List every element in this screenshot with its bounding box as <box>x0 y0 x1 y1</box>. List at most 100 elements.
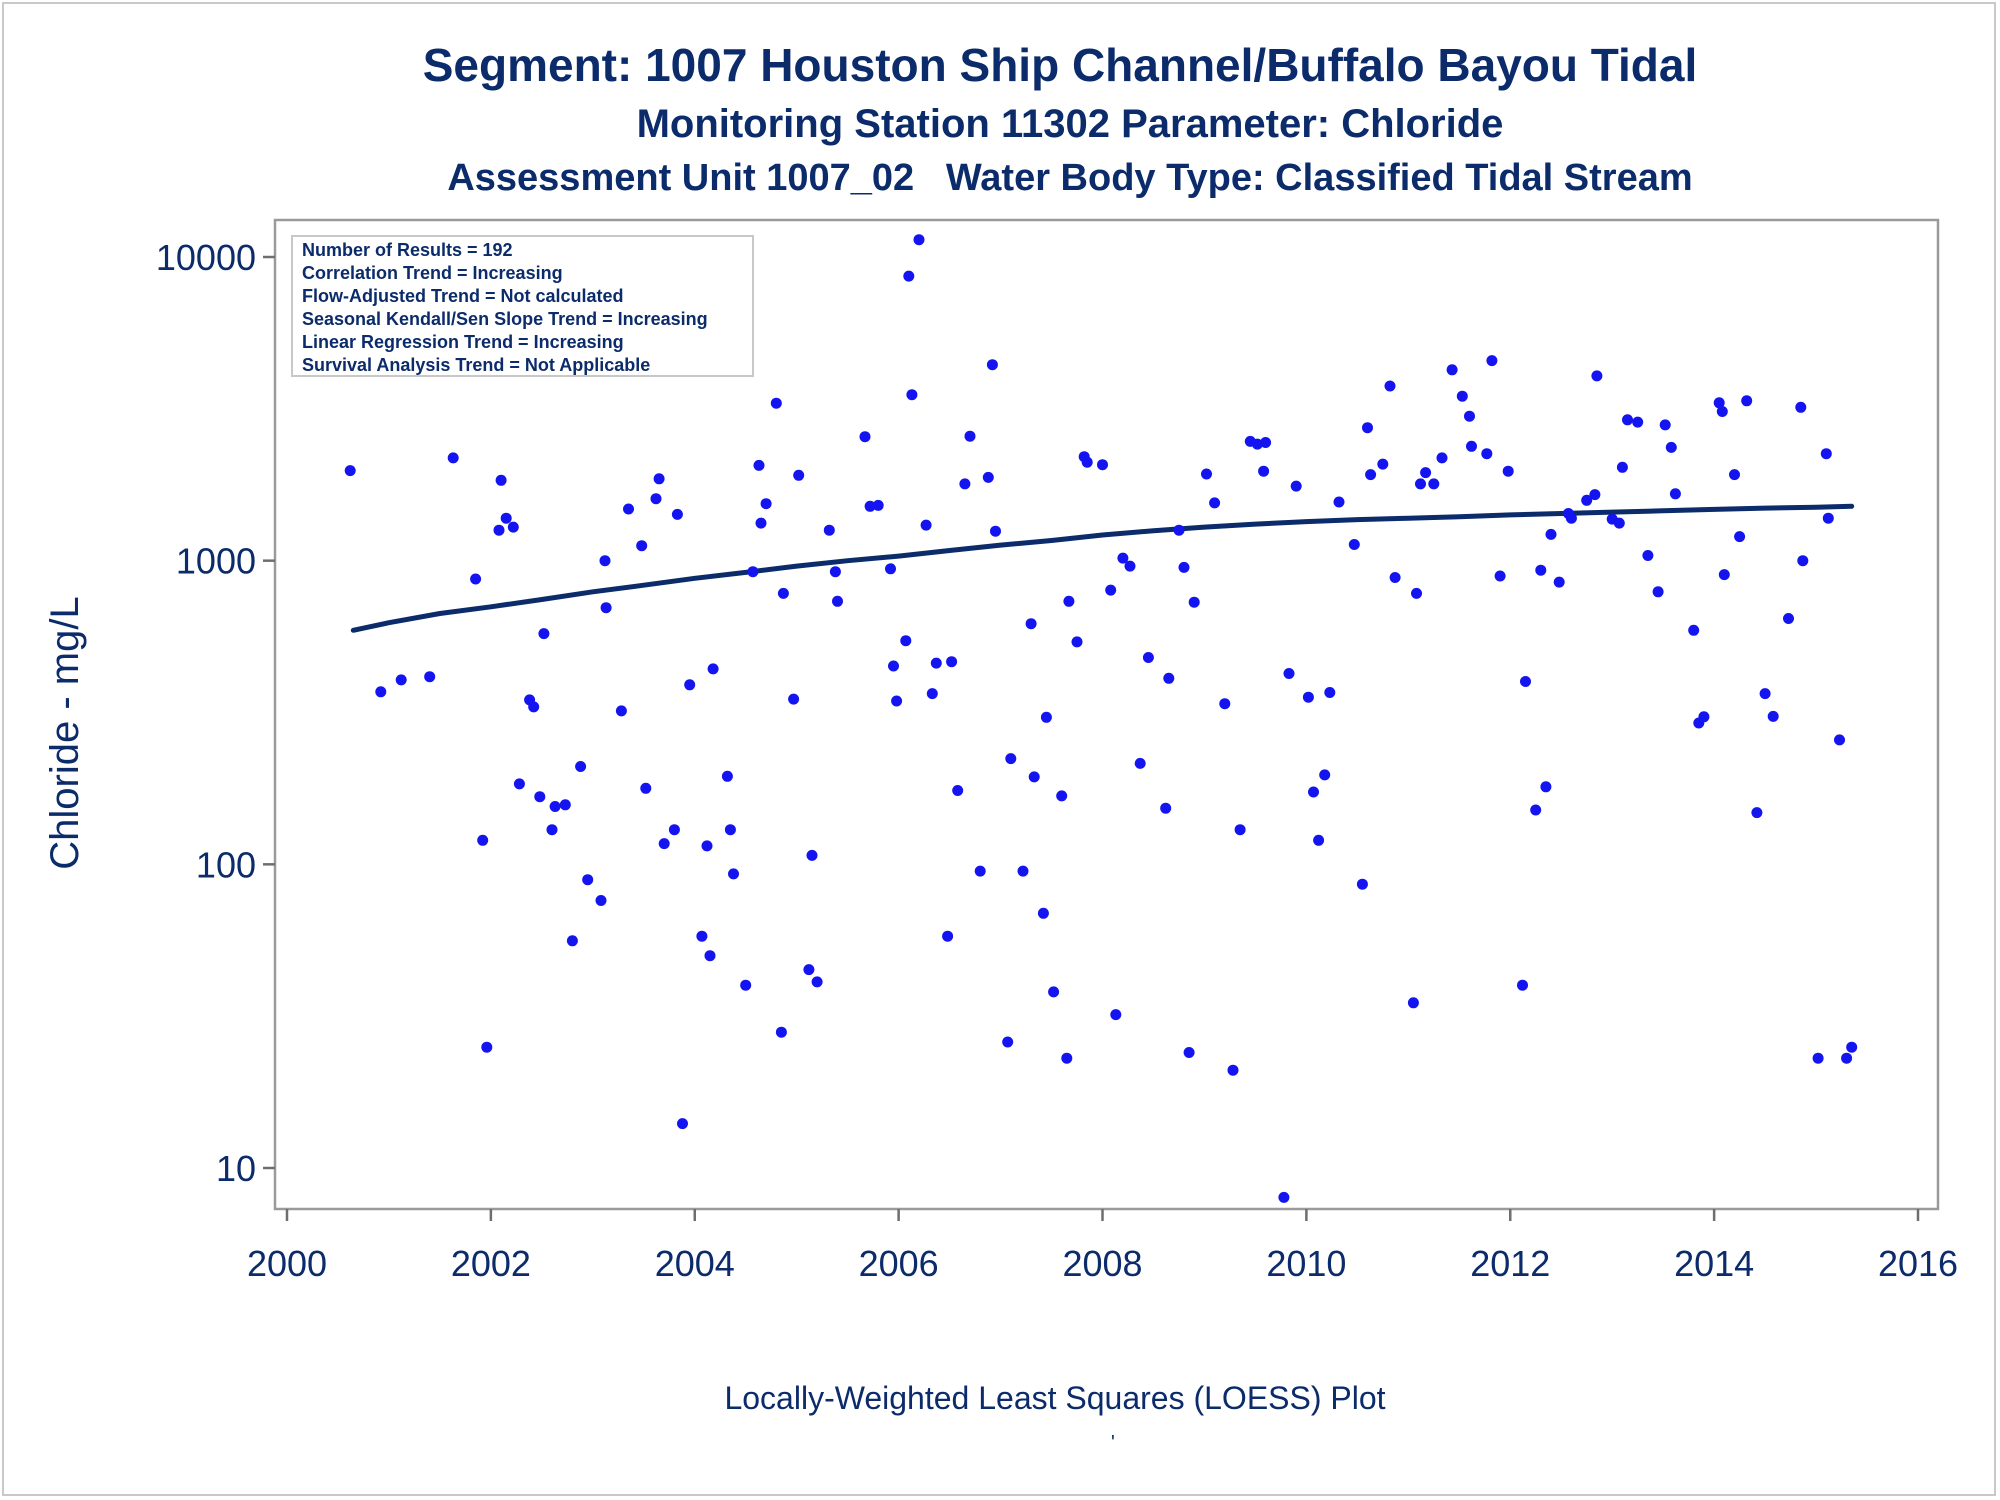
data-point <box>1759 688 1771 700</box>
data-point <box>1081 456 1093 468</box>
data-point <box>964 430 976 442</box>
data-point <box>599 555 611 567</box>
data-point <box>952 785 964 796</box>
data-point <box>926 688 938 700</box>
data-point <box>1420 467 1432 479</box>
data-point <box>913 234 925 246</box>
data-points <box>344 234 1858 1203</box>
data-point <box>770 397 782 409</box>
x-tick-label: 2014 <box>1674 1243 1754 1284</box>
data-point <box>1365 469 1377 481</box>
data-point <box>1613 517 1625 529</box>
data-point <box>1632 416 1644 428</box>
data-point <box>1428 478 1440 490</box>
data-point <box>1718 569 1730 581</box>
data-point <box>1201 468 1212 480</box>
data-point <box>1411 587 1422 599</box>
data-point <box>1591 370 1603 382</box>
data-point <box>1260 437 1272 448</box>
data-point <box>1642 550 1654 561</box>
data-point <box>1056 790 1068 802</box>
data-point <box>1173 524 1185 536</box>
stats-line: Flow-Adjusted Trend = Not calculated <box>302 286 624 306</box>
plot-footnote: Locally-Weighted Least Squares (LOESS) P… <box>724 1380 1386 1416</box>
data-point <box>888 660 899 672</box>
data-point <box>823 524 835 536</box>
data-point <box>1037 907 1049 919</box>
data-point <box>707 663 719 675</box>
data-point <box>481 1041 493 1053</box>
data-point <box>1716 406 1728 417</box>
data-point <box>859 431 871 443</box>
y-axis-label: Chloride - mg/L <box>43 596 87 869</box>
data-point <box>1464 410 1475 422</box>
stats-line: Linear Regression Trend = Increasing <box>302 332 624 352</box>
data-point <box>701 840 713 852</box>
data-point <box>1553 576 1565 588</box>
data-point <box>677 1118 688 1130</box>
data-point <box>1812 1052 1824 1064</box>
data-point <box>1117 552 1129 564</box>
data-point <box>1540 781 1552 793</box>
data-point <box>546 824 558 836</box>
data-point <box>1713 397 1725 409</box>
data-point <box>974 865 986 877</box>
data-point <box>1251 438 1263 450</box>
data-point <box>1319 769 1331 781</box>
x-tick-label: 2006 <box>859 1243 939 1284</box>
data-point <box>1494 570 1506 582</box>
data-point <box>1846 1041 1858 1053</box>
data-point <box>982 471 994 483</box>
data-point <box>1436 452 1448 464</box>
data-point <box>906 389 918 401</box>
data-point <box>375 686 387 698</box>
data-point <box>1110 1009 1122 1021</box>
data-point <box>1652 586 1664 598</box>
data-point <box>1234 824 1246 836</box>
data-point <box>1589 489 1601 501</box>
data-point <box>595 895 607 906</box>
data-point <box>1313 834 1325 846</box>
data-point <box>1565 512 1577 524</box>
data-point <box>788 693 800 705</box>
data-point <box>534 791 546 803</box>
data-point <box>1486 355 1498 367</box>
data-point <box>724 824 736 836</box>
x-tick-label: 2012 <box>1470 1243 1550 1284</box>
data-point <box>447 452 459 464</box>
data-point <box>1324 687 1336 698</box>
data-point <box>1502 465 1514 477</box>
data-point <box>1688 624 1700 636</box>
data-point <box>1048 986 1060 998</box>
data-point <box>832 595 843 607</box>
data-point <box>755 517 767 529</box>
data-point <box>721 770 733 782</box>
y-tick-label: 1000 <box>176 541 256 582</box>
data-point <box>424 671 436 683</box>
data-point <box>1616 461 1628 473</box>
data-point <box>829 566 841 578</box>
data-point <box>1698 711 1710 723</box>
data-point <box>1535 564 1547 576</box>
data-point <box>1545 528 1557 540</box>
data-point <box>1061 1052 1073 1064</box>
data-point <box>1308 786 1319 798</box>
data-point <box>1377 458 1389 470</box>
data-point <box>582 874 594 886</box>
data-point <box>1183 1047 1195 1058</box>
data-point <box>811 976 823 988</box>
data-point <box>1227 1064 1239 1076</box>
data-point <box>1795 401 1807 413</box>
data-point <box>549 801 561 812</box>
data-point <box>1025 618 1037 630</box>
data-point <box>920 519 932 531</box>
footnote-mark: ' <box>1111 1432 1115 1454</box>
data-point <box>1105 584 1117 596</box>
x-tick-label: 2008 <box>1062 1243 1142 1284</box>
data-point <box>704 950 716 962</box>
chart-subtitle-station: Monitoring Station 11302 Parameter: Chlo… <box>636 102 1504 146</box>
data-point <box>1071 636 1083 648</box>
data-point <box>959 478 971 490</box>
data-point <box>986 359 998 371</box>
data-point <box>538 628 550 640</box>
